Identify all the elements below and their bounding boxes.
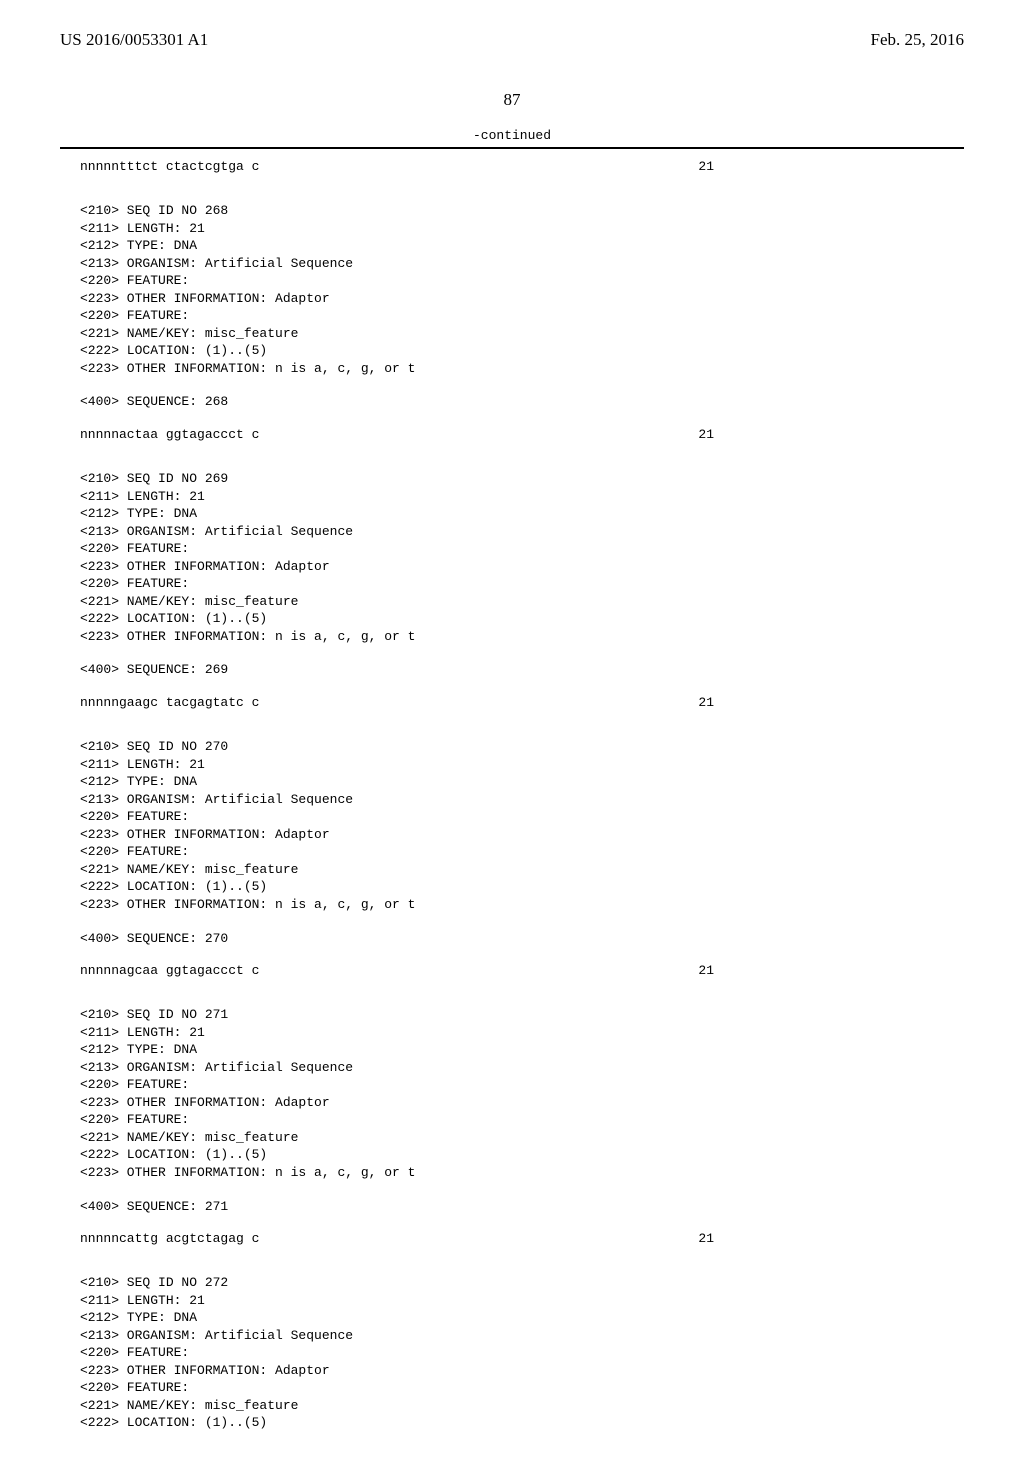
sequence-row: nnnnnagcaa ggtagaccct c 21 <box>60 963 964 978</box>
sequence-row: nnnnnactaa ggtagaccct c 21 <box>60 427 964 442</box>
sequence-length: 21 <box>698 695 714 710</box>
sequence-row: nnnnncattg acgtctagag c 21 <box>60 1231 964 1246</box>
sequence-text: nnnnnagcaa ggtagaccct c <box>80 963 259 978</box>
sequence-text: nnnnngaagc tacgagtatc c <box>80 695 259 710</box>
entry-lines: <210> SEQ ID NO 268 <211> LENGTH: 21 <21… <box>60 202 964 377</box>
horizontal-rule <box>60 147 964 149</box>
sequence-length: 21 <box>698 159 714 174</box>
sequence-length: 21 <box>698 427 714 442</box>
sequence-row: nnnnntttct ctactcgtga c 21 <box>60 159 964 174</box>
sequence-length: 21 <box>698 1231 714 1246</box>
sequence-text: nnnnnactaa ggtagaccct c <box>80 427 259 442</box>
sequence-text: nnnnntttct ctactcgtga c <box>80 159 259 174</box>
sequence-label: <400> SEQUENCE: 271 <box>60 1198 964 1216</box>
page-container: US 2016/0053301 A1 Feb. 25, 2016 87 -con… <box>0 0 1024 1472</box>
page-number: 87 <box>60 90 964 110</box>
sequence-label: <400> SEQUENCE: 269 <box>60 661 964 679</box>
page-header: US 2016/0053301 A1 Feb. 25, 2016 <box>60 30 964 50</box>
sequence-text: nnnnncattg acgtctagag c <box>80 1231 259 1246</box>
entry-lines: <210> SEQ ID NO 271 <211> LENGTH: 21 <21… <box>60 1006 964 1181</box>
publication-date: Feb. 25, 2016 <box>871 30 965 50</box>
entry-lines: <210> SEQ ID NO 270 <211> LENGTH: 21 <21… <box>60 738 964 913</box>
sequence-length: 21 <box>698 963 714 978</box>
sequence-row: nnnnngaagc tacgagtatc c 21 <box>60 695 964 710</box>
sequence-label: <400> SEQUENCE: 268 <box>60 393 964 411</box>
continued-label: -continued <box>60 128 964 143</box>
entry-lines: <210> SEQ ID NO 269 <211> LENGTH: 21 <21… <box>60 470 964 645</box>
publication-number: US 2016/0053301 A1 <box>60 30 208 50</box>
entry-lines: <210> SEQ ID NO 272 <211> LENGTH: 21 <21… <box>60 1274 964 1432</box>
sequence-label: <400> SEQUENCE: 270 <box>60 930 964 948</box>
